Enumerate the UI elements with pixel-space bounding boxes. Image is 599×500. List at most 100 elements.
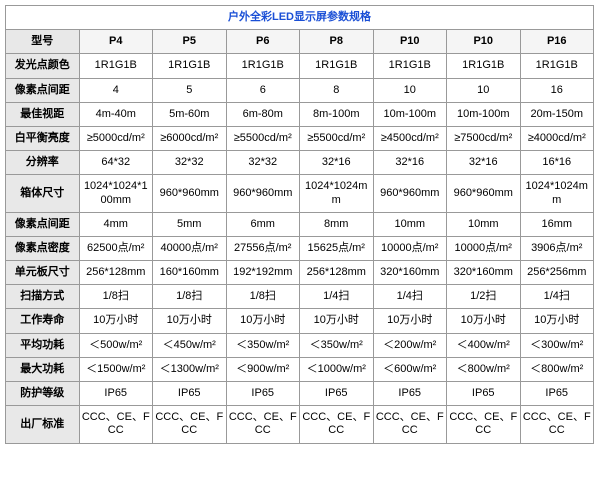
data-cell: 5 [153, 78, 227, 102]
data-cell: 1R1G1B [153, 54, 227, 78]
data-cell: ≥4000cd/m² [520, 126, 594, 150]
data-cell: 5mm [153, 212, 227, 236]
row-header: 像素点密度 [6, 236, 80, 260]
row-header: 工作寿命 [6, 309, 80, 333]
data-cell: CCC、CE、FCC [300, 406, 374, 443]
data-cell: ＜1000w/m² [300, 357, 374, 381]
data-cell: 1024*1024*100mm [79, 175, 153, 212]
row-header: 像素点间距 [6, 78, 80, 102]
data-cell: 4mm [79, 212, 153, 236]
data-cell: 1/2扫 [447, 285, 521, 309]
data-cell: ＜350w/m² [300, 333, 374, 357]
data-cell: 10mm [373, 212, 447, 236]
data-cell: 1R1G1B [226, 54, 300, 78]
data-cell: ＜1500w/m² [79, 357, 153, 381]
data-cell: 192*192mm [226, 261, 300, 285]
data-cell: CCC、CE、FCC [447, 406, 521, 443]
data-cell: ＜350w/m² [226, 333, 300, 357]
data-cell: 1R1G1B [300, 54, 374, 78]
data-cell: IP65 [153, 382, 227, 406]
table-row: 像素点间距4568101016 [6, 78, 594, 102]
data-cell: ＜800w/m² [447, 357, 521, 381]
model-cell: P8 [300, 30, 374, 54]
table-row: 最大功耗＜1500w/m²＜1300w/m²＜900w/m²＜1000w/m²＜… [6, 357, 594, 381]
data-cell: IP65 [300, 382, 374, 406]
table-row: 分辨率64*3232*3232*3232*1632*1632*1616*16 [6, 151, 594, 175]
data-cell: 16mm [520, 212, 594, 236]
data-cell: IP65 [520, 382, 594, 406]
data-cell: 32*32 [153, 151, 227, 175]
data-cell: 10万小时 [300, 309, 374, 333]
data-cell: 256*128mm [300, 261, 374, 285]
data-cell: 1024*1024mm [520, 175, 594, 212]
data-cell: ＜300w/m² [520, 333, 594, 357]
data-cell: 960*960mm [153, 175, 227, 212]
data-cell: 27556点/m² [226, 236, 300, 260]
data-cell: 62500点/m² [79, 236, 153, 260]
data-cell: 10 [447, 78, 521, 102]
data-cell: 32*16 [300, 151, 374, 175]
model-cell: P4 [79, 30, 153, 54]
data-cell: 960*960mm [447, 175, 521, 212]
data-cell: 6mm [226, 212, 300, 236]
data-cell: 6 [226, 78, 300, 102]
model-cell: P10 [373, 30, 447, 54]
table-row: 工作寿命10万小时10万小时10万小时10万小时10万小时10万小时10万小时 [6, 309, 594, 333]
data-cell: 16 [520, 78, 594, 102]
table-row: 像素点密度62500点/m²40000点/m²27556点/m²15625点/m… [6, 236, 594, 260]
data-cell: 40000点/m² [153, 236, 227, 260]
data-cell: 10万小时 [153, 309, 227, 333]
data-cell: 64*32 [79, 151, 153, 175]
data-cell: 1/8扫 [226, 285, 300, 309]
data-cell: ≥5000cd/m² [79, 126, 153, 150]
data-cell: 1R1G1B [447, 54, 521, 78]
data-cell: 15625点/m² [300, 236, 374, 260]
row-header: 出厂标准 [6, 406, 80, 443]
table-row: 发光点颜色1R1G1B1R1G1B1R1G1B1R1G1B1R1G1B1R1G1… [6, 54, 594, 78]
data-cell: 4m-40m [79, 102, 153, 126]
data-cell: 8mm [300, 212, 374, 236]
data-cell: 10万小时 [79, 309, 153, 333]
data-cell: ＜1300w/m² [153, 357, 227, 381]
data-cell: CCC、CE、FCC [520, 406, 594, 443]
row-header: 单元板尺寸 [6, 261, 80, 285]
model-cell: P10 [447, 30, 521, 54]
table-row: 出厂标准CCC、CE、FCCCCC、CE、FCCCCC、CE、FCCCCC、CE… [6, 406, 594, 443]
table-row: 平均功耗＜500w/m²＜450w/m²＜350w/m²＜350w/m²＜200… [6, 333, 594, 357]
data-cell: 4 [79, 78, 153, 102]
data-cell: ≥6000cd/m² [153, 126, 227, 150]
data-cell: 1/4扫 [300, 285, 374, 309]
data-cell: IP65 [373, 382, 447, 406]
data-cell: 10m-100m [373, 102, 447, 126]
data-cell: 5m-60m [153, 102, 227, 126]
row-header: 最大功耗 [6, 357, 80, 381]
data-cell: 8 [300, 78, 374, 102]
data-cell: ≥7500cd/m² [447, 126, 521, 150]
table-row: 白平衡亮度≥5000cd/m²≥6000cd/m²≥5500cd/m²≥5500… [6, 126, 594, 150]
table-row: 防护等级IP65IP65IP65IP65IP65IP65IP65 [6, 382, 594, 406]
row-header: 防护等级 [6, 382, 80, 406]
data-cell: IP65 [226, 382, 300, 406]
table-row: 最佳视距4m-40m5m-60m6m-80m8m-100m10m-100m10m… [6, 102, 594, 126]
data-cell: 32*16 [447, 151, 521, 175]
table-title: 户外全彩LED显示屏参数规格 [6, 6, 594, 30]
table-body: 户外全彩LED显示屏参数规格型号P4P5P6P8P10P10P16发光点颜色1R… [6, 6, 594, 444]
data-cell: CCC、CE、FCC [226, 406, 300, 443]
data-cell: 32*32 [226, 151, 300, 175]
data-cell: 1R1G1B [373, 54, 447, 78]
data-cell: 1/4扫 [373, 285, 447, 309]
data-cell: 160*160mm [153, 261, 227, 285]
row-header: 平均功耗 [6, 333, 80, 357]
data-cell: CCC、CE、FCC [79, 406, 153, 443]
data-cell: ≥4500cd/m² [373, 126, 447, 150]
data-cell: ≥5500cd/m² [300, 126, 374, 150]
data-cell: ＜500w/m² [79, 333, 153, 357]
data-cell: ＜450w/m² [153, 333, 227, 357]
data-cell: 10000点/m² [373, 236, 447, 260]
data-cell: 32*16 [373, 151, 447, 175]
data-cell: ＜200w/m² [373, 333, 447, 357]
data-cell: 10mm [447, 212, 521, 236]
data-cell: 3906点/m² [520, 236, 594, 260]
row-header: 型号 [6, 30, 80, 54]
model-cell: P6 [226, 30, 300, 54]
